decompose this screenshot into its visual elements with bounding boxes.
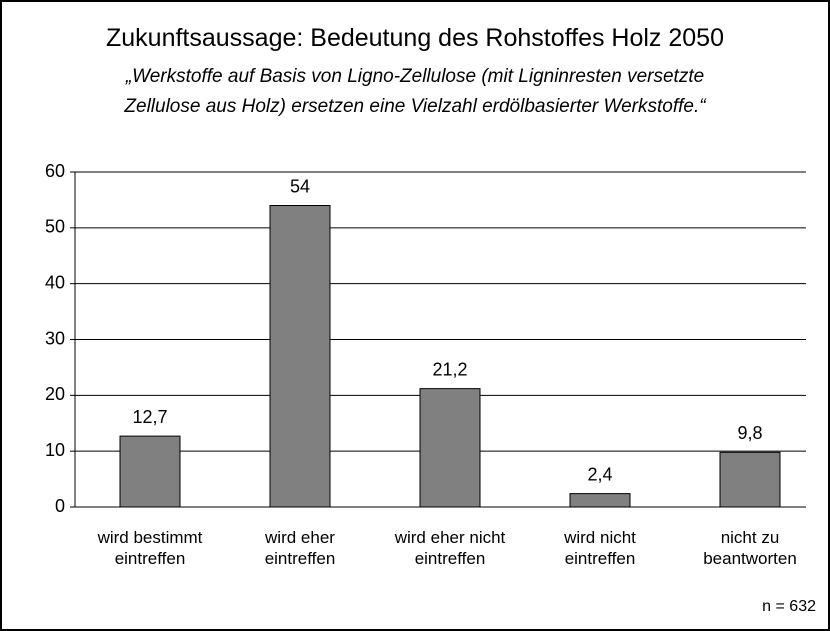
y-tick-label: 30 xyxy=(45,328,65,348)
x-tick-label: wird eher nicht eintreffen xyxy=(394,528,506,568)
bar xyxy=(119,435,181,508)
bar xyxy=(719,451,781,508)
y-tick-label: 20 xyxy=(45,384,65,404)
value-label: 12,7 xyxy=(132,407,167,427)
bar xyxy=(419,388,481,508)
value-label: 54 xyxy=(290,176,310,196)
bar xyxy=(269,205,331,508)
value-label: 9,8 xyxy=(737,423,762,443)
y-tick-label: 0 xyxy=(55,496,65,516)
bar xyxy=(569,493,631,508)
x-tick-label: nicht zu beantworten xyxy=(703,528,797,568)
y-tick-label: 40 xyxy=(45,272,65,292)
x-tick-label: wird bestimmt eintreffen xyxy=(97,528,203,568)
x-tick-label: wird eher eintreffen xyxy=(264,528,336,568)
value-label: 2,4 xyxy=(587,464,612,484)
y-tick-label: 60 xyxy=(45,161,65,181)
y-tick-label: 10 xyxy=(45,440,65,460)
value-label: 21,2 xyxy=(432,359,467,379)
x-tick-label: wird nicht eintreffen xyxy=(564,528,636,568)
chart-subtitle: „Werkstoffe auf Basis von Ligno-Zellulos… xyxy=(124,66,706,117)
y-tick-label: 50 xyxy=(45,217,65,237)
chart-title: Zukunftsaussage: Bedeutung des Rohstoffe… xyxy=(105,24,724,52)
annotation: n = 632 xyxy=(762,598,816,615)
